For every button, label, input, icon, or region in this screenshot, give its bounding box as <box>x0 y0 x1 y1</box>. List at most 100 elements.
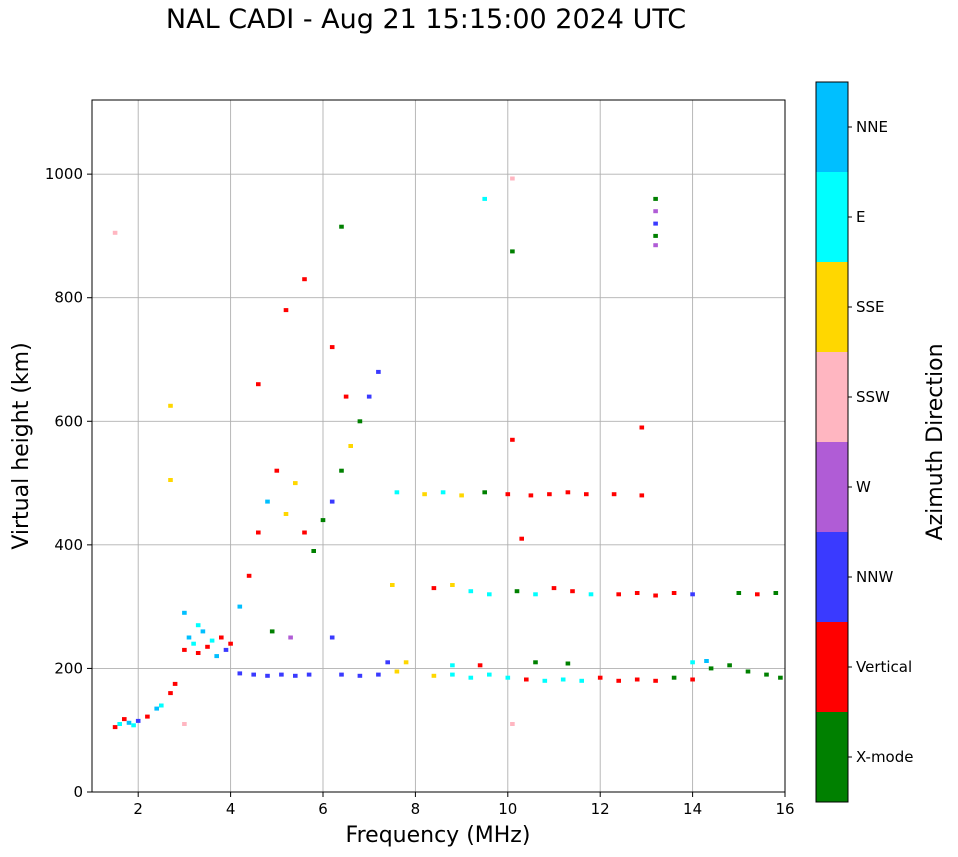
y-tick-label: 1000 <box>45 165 83 183</box>
echo-point <box>182 722 187 726</box>
echo-point <box>519 536 524 541</box>
echo-point <box>339 468 344 473</box>
echo-point <box>219 635 224 640</box>
echo-point <box>293 673 298 678</box>
colorbar-segment <box>816 532 848 622</box>
echo-point <box>329 635 335 640</box>
colorbar-tick-label: NNE <box>856 118 888 136</box>
echo-point <box>528 493 534 498</box>
colorbar-segments <box>816 82 848 802</box>
echo-point <box>376 369 381 374</box>
y-tick-label: 600 <box>54 412 83 430</box>
echo-point <box>343 394 349 399</box>
x-tick-label: 16 <box>775 800 794 818</box>
y-ticks: 0 200 400 600 800 1000 <box>45 165 92 801</box>
y-tick-label: 400 <box>54 536 83 554</box>
echo-point <box>450 672 455 677</box>
echo-point <box>690 677 695 682</box>
x-ticks: 2 4 6 8 10 12 14 16 <box>133 792 795 818</box>
echo-point <box>168 691 173 696</box>
echo-point <box>135 718 141 723</box>
echo-point <box>547 492 552 497</box>
echo-point <box>182 610 187 615</box>
echo-point <box>510 249 515 254</box>
echo-point <box>551 586 557 591</box>
echo-point <box>246 573 252 578</box>
echo-point <box>450 583 455 587</box>
echo-point <box>131 723 136 728</box>
y-tick-label: 800 <box>54 289 83 307</box>
echo-point <box>773 591 779 595</box>
echo-point <box>320 518 326 523</box>
echo-point <box>653 593 658 598</box>
echo-point <box>708 666 714 671</box>
echo-point <box>565 490 571 495</box>
echo-point <box>311 549 316 553</box>
echo-point <box>477 663 483 668</box>
x-tick-label: 10 <box>498 800 517 818</box>
echo-point <box>745 669 751 674</box>
echo-point <box>329 345 335 350</box>
echo-point <box>542 678 548 683</box>
x-tick-label: 6 <box>318 800 328 818</box>
echo-point <box>274 468 280 473</box>
plot-frame <box>92 100 785 792</box>
echo-point <box>671 675 677 680</box>
echo-point <box>524 677 529 682</box>
echo-point <box>126 720 132 725</box>
echo-point <box>440 490 446 495</box>
echo-point <box>251 672 256 677</box>
echo-point <box>283 512 289 516</box>
echo-point <box>288 635 293 640</box>
echo-point <box>403 660 409 665</box>
echo-point <box>302 277 307 282</box>
echo-point <box>653 221 658 226</box>
echo-point <box>431 586 437 591</box>
colorbar-segment <box>816 82 848 172</box>
echo-point <box>487 672 492 677</box>
echo-point <box>533 660 538 665</box>
echo-point <box>482 196 487 201</box>
x-tick-label: 2 <box>133 800 143 818</box>
echo-point <box>736 591 742 595</box>
echo-point <box>510 437 515 442</box>
echo-point <box>329 499 335 504</box>
colorbar-tick-label: W <box>856 478 871 496</box>
colorbar-segment <box>816 622 848 712</box>
colorbar-tick-label: X-mode <box>856 748 913 766</box>
colorbar-segment <box>816 712 848 802</box>
colorbar-tick-label: SSE <box>856 298 885 316</box>
colorbar-segment <box>816 172 848 262</box>
echo-point <box>690 660 695 665</box>
echo-point <box>293 481 298 486</box>
echo-point <box>487 592 492 597</box>
colorbar-segment <box>816 442 848 532</box>
echo-point <box>755 592 760 597</box>
echo-point <box>214 654 219 659</box>
echo-point <box>505 492 511 497</box>
echo-point <box>390 583 395 587</box>
echo-point <box>283 308 289 313</box>
echo-point <box>653 233 658 238</box>
echo-point <box>616 592 621 597</box>
echo-point <box>533 592 538 597</box>
data-points <box>112 176 783 730</box>
echo-point <box>690 592 695 597</box>
echo-point <box>639 425 645 430</box>
colorbar-tick-label: SSW <box>856 388 890 406</box>
plot-area: 2 4 6 8 10 12 14 16 0 200 400 600 800 1000 Frequency… <box>9 99 795 848</box>
echo-point <box>560 677 566 682</box>
echo-point <box>172 681 178 686</box>
echo-point <box>671 591 677 595</box>
echo-point <box>597 675 603 680</box>
echo-point <box>237 604 243 609</box>
echo-point <box>339 224 344 229</box>
echo-point <box>209 638 215 643</box>
echo-point <box>422 492 427 497</box>
echo-point <box>468 675 474 680</box>
echo-point <box>653 209 658 214</box>
x-tick-label: 4 <box>226 800 236 818</box>
echo-point <box>514 589 520 594</box>
echo-point <box>265 499 270 504</box>
echo-point <box>510 176 515 181</box>
